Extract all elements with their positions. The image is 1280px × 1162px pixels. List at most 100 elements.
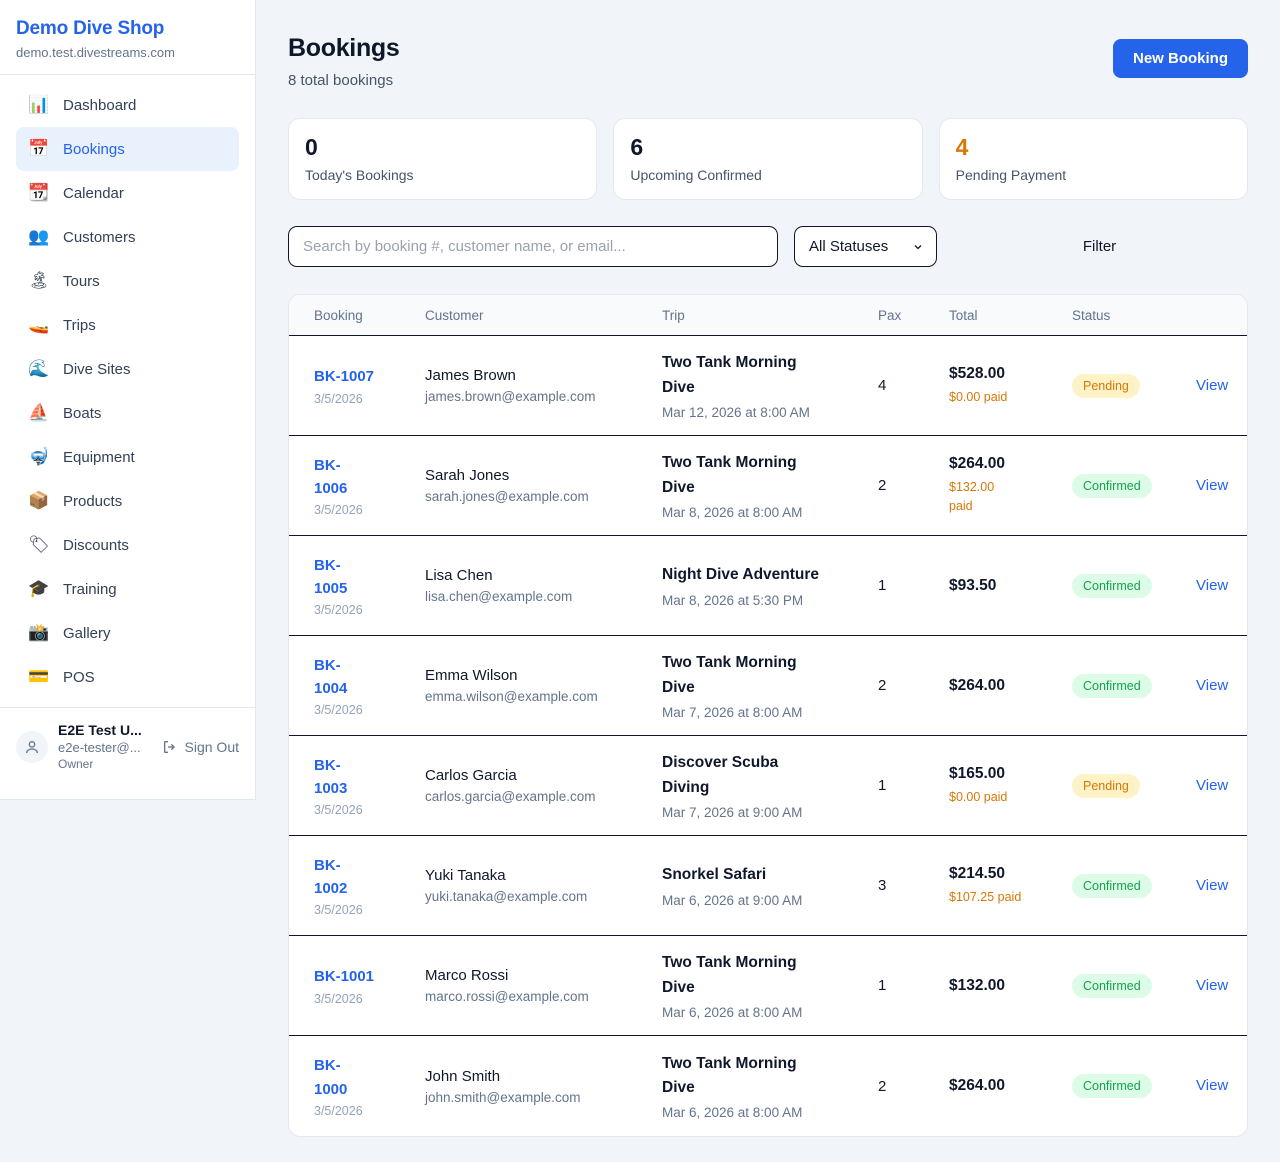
sidebar-item-discounts[interactable]: 🏷 Discounts <box>16 523 239 567</box>
total-cell: $132.00 <box>949 977 1072 995</box>
sidebar-item-boats[interactable]: ⛵ Boats <box>16 391 239 435</box>
sidebar-item-pos[interactable]: 💳 POS <box>16 655 239 699</box>
trip-cell: Two Tank Morning Dive Mar 12, 2026 at 8:… <box>662 351 878 419</box>
booking-id-link[interactable]: BK-1007 <box>314 368 375 386</box>
table-row: BK- 1000 3/5/2026 John Smith john.smith@… <box>289 1036 1247 1136</box>
sidebar-item-products[interactable]: 📦 Products <box>16 479 239 523</box>
sidebar-item-trips[interactable]: 🚤 Trips <box>16 303 239 347</box>
trip-cell: Snorkel Safari Mar 6, 2026 at 9:00 AM <box>662 863 878 907</box>
booking-id-link[interactable]: BK- 1002 <box>314 856 348 897</box>
trip-date: Mar 12, 2026 at 8:00 AM <box>662 404 810 420</box>
sidebar-item-label: Training <box>63 580 117 598</box>
new-booking-button[interactable]: New Booking <box>1112 39 1248 78</box>
stat-label: Today's Bookings <box>305 167 414 183</box>
total-amount: $264.00 <box>949 676 1006 694</box>
booking-cell: BK-1001 3/5/2026 <box>314 965 425 1005</box>
sidebar-item-dive-sites[interactable]: 🌊 Dive Sites <box>16 347 239 391</box>
status-badge: Confirmed <box>1072 873 1152 898</box>
customer-name: James Brown <box>425 367 516 384</box>
trip-cell: Two Tank Morning Dive Mar 6, 2026 at 8:0… <box>662 951 878 1019</box>
stat-value: 0 <box>305 134 318 160</box>
booking-cell: BK- 1005 3/5/2026 <box>314 554 425 618</box>
customer-email: sarah.jones@example.com <box>425 489 589 504</box>
table-header-row: Booking Customer Trip Pax Total Status <box>289 295 1247 336</box>
filter-row: All Statuses Filter <box>288 226 1248 267</box>
total-cell: $214.50 $107.25 paid <box>949 865 1072 907</box>
booking-id-link[interactable]: BK- 1003 <box>314 756 348 797</box>
sidebar-item-equipment[interactable]: 🤿 Equipment <box>16 435 239 479</box>
sidebar: Demo Dive Shop demo.test.divestreams.com… <box>0 0 256 800</box>
view-link[interactable]: View <box>1196 676 1229 694</box>
user-icon <box>26 740 38 753</box>
status-cell: Confirmed <box>1072 1074 1196 1098</box>
customer-name: Sarah Jones <box>425 467 510 484</box>
status-badge: Pending <box>1072 373 1140 398</box>
column-header-customer: Customer <box>425 307 484 323</box>
sidebar-item-label: Dive Sites <box>63 360 131 378</box>
shop-name: Demo Dive Shop <box>16 18 165 39</box>
booking-id-link[interactable]: BK- 1000 <box>314 1057 348 1098</box>
sidebar-item-tours[interactable]: 🏝 Tours <box>16 259 239 303</box>
view-link[interactable]: View <box>1196 1077 1229 1094</box>
filter-button[interactable]: Filter <box>961 230 1238 263</box>
total-amount: $264.00 <box>949 455 1006 473</box>
bookings-table: Booking Customer Trip Pax Total Status B… <box>288 294 1248 1137</box>
booking-id-link[interactable]: BK- 1006 <box>314 456 348 497</box>
status-badge: Confirmed <box>1072 673 1152 698</box>
total-amount: $214.50 <box>949 864 1006 882</box>
search-input[interactable] <box>288 226 778 267</box>
status-cell: Confirmed <box>1072 873 1196 898</box>
trip-name: Night Dive Adventure <box>662 566 820 584</box>
customer-email: john.smith@example.com <box>425 1089 581 1105</box>
customer-cell: John Smith john.smith@example.com <box>425 1068 662 1105</box>
sidebar-item-bookings[interactable]: 📅 Bookings <box>16 127 239 171</box>
status-filter-select[interactable]: All Statuses <box>794 226 937 267</box>
actions-cell: View <box>1196 377 1242 395</box>
booking-id-link[interactable]: BK- 1004 <box>314 656 348 697</box>
sailboat-icon: ⛵ <box>28 403 50 422</box>
trip-name: Two Tank Morning Dive <box>662 354 797 396</box>
pax-value: 1 <box>878 577 887 594</box>
view-link[interactable]: View <box>1196 776 1229 794</box>
customer-email: james.brown@example.com <box>425 389 596 404</box>
pax-value: 1 <box>878 777 887 794</box>
booking-cell: BK- 1006 3/5/2026 <box>314 454 425 518</box>
sidebar-item-gallery[interactable]: 📸 Gallery <box>16 611 239 655</box>
sidebar-nav: 📊 Dashboard 📅 Bookings 📆 Calendar 👥 Cust… <box>0 75 255 707</box>
sidebar-item-label: Gallery <box>63 624 111 642</box>
total-cell: $264.00 $132.00 paid <box>949 455 1072 516</box>
sidebar-item-training[interactable]: 🎓 Training <box>16 567 239 611</box>
booking-cell: BK- 1002 3/5/2026 <box>314 854 425 918</box>
pax-value: 2 <box>878 677 887 694</box>
stat-card-pending-payment: 4 Pending Payment <box>938 118 1248 200</box>
customer-name: John Smith <box>425 1067 501 1085</box>
customer-email: marco.rossi@example.com <box>425 989 589 1004</box>
diving-mask-icon: 🤿 <box>28 447 50 466</box>
booking-cell: BK- 1000 3/5/2026 <box>314 1054 425 1118</box>
customer-email: emma.wilson@example.com <box>425 689 598 704</box>
trip-name: Snorkel Safari <box>662 866 767 884</box>
view-link[interactable]: View <box>1196 976 1229 994</box>
booking-date: 3/5/2026 <box>314 503 363 518</box>
trip-date: Mar 6, 2026 at 8:00 AM <box>662 1105 803 1121</box>
view-link[interactable]: View <box>1196 376 1229 394</box>
customer-cell: James Brown james.brown@example.com <box>425 367 662 404</box>
sidebar-item-calendar[interactable]: 📆 Calendar <box>16 171 239 215</box>
sign-out-button[interactable]: Sign Out <box>162 739 239 755</box>
view-link[interactable]: View <box>1196 576 1229 594</box>
trip-cell: Two Tank Morning Dive Mar 8, 2026 at 8:0… <box>662 451 878 519</box>
table-row: BK- 1002 3/5/2026 Yuki Tanaka yuki.tanak… <box>289 836 1247 936</box>
total-amount: $132.00 <box>949 976 1006 994</box>
view-link[interactable]: View <box>1196 476 1229 494</box>
trip-date: Mar 8, 2026 at 5:30 PM <box>662 592 804 608</box>
booking-id-link[interactable]: BK- 1005 <box>314 556 348 597</box>
total-cell: $264.00 <box>949 1077 1072 1095</box>
actions-cell: View <box>1196 1077 1242 1095</box>
island-icon: 🏝 <box>28 271 50 290</box>
booking-id-link[interactable]: BK-1001 <box>314 968 375 986</box>
sidebar-item-dashboard[interactable]: 📊 Dashboard <box>16 83 239 127</box>
user-email: e2e-tester@... <box>58 740 141 755</box>
view-link[interactable]: View <box>1196 876 1229 894</box>
table-body: BK-1007 3/5/2026 James Brown james.brown… <box>289 336 1247 1136</box>
sidebar-item-customers[interactable]: 👥 Customers <box>16 215 239 259</box>
